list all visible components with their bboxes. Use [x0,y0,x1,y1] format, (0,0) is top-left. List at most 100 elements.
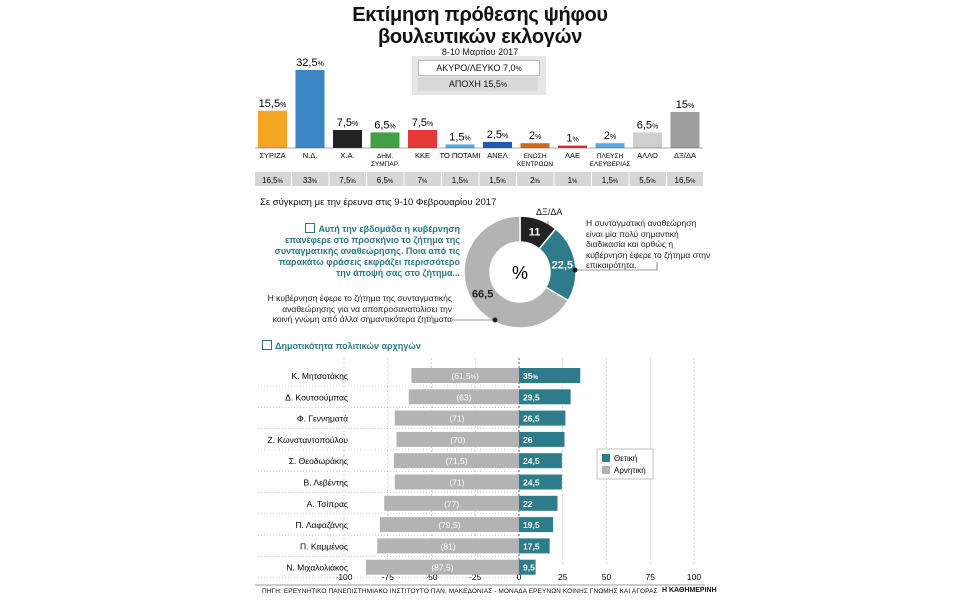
vote-bar [295,70,325,148]
previous-value-label: 1,5% [602,176,619,185]
donut-center-label: % [512,263,528,283]
negative-bar [384,495,519,511]
leader-line [575,262,658,271]
comparison-label: Σε σύγκριση με την έρευνα στις 9-10 Φεβρ… [260,197,497,208]
negative-bar [394,474,519,490]
previous-value-label: 2% [530,176,540,185]
source-note: ΠΗΓΗ: ΕΡΕΥΝΗΤΙΚΟ ΠΑΝΕΠΙΣΤΗΜΙΑΚΟ ΙΝΣΤΙΤΟΥ… [262,588,658,595]
question-text: Αυτή την εβδομάδα η κυβέρνηση επανέφερε … [262,223,460,279]
party-label: ΣΥΡΙΖΑ [259,151,285,160]
donut-value-label: 11 [529,227,541,239]
party-label: ΑΛΛΟ [637,151,658,160]
leader-name: Δ. Κουτσούμπας [285,392,348,402]
abstention-pct: % [500,82,508,89]
chart-title: Εκτίμηση πρόθεσης ψήφου βουλευτικών εκλο… [0,4,960,48]
leader-name: Α. Τσίπρας [307,499,348,509]
party-label: ΠΛΕΥΣΗ [597,153,624,160]
positive-bar [519,559,536,575]
negative-bar [393,453,519,469]
positive-bar [519,389,571,405]
negative-bar [365,559,519,575]
vote-value-label: 2,5% [487,129,509,141]
vote-value-label: 2% [529,130,541,142]
previous-value-label: 16,5% [675,176,697,185]
vote-value-label: 6,5% [374,119,396,131]
leader-name: Φ. Γεννηματά [297,414,348,424]
x-tick-label: -75 [382,572,395,582]
question-square-icon [305,223,316,233]
party-label: Χ.Α. [340,151,354,160]
invalid-blank-box: ΑΚΥΡΟ/ΛΕΥΚΟ 7,0% [418,60,540,76]
question-body: Αυτή την εβδομάδα η κυβέρνηση επανέφερε … [274,224,460,278]
positive-value-label: 26 [523,435,533,445]
donut-slice [463,215,570,329]
x-tick-label: -100 [335,572,352,582]
invalid-label: ΑΚΥΡΟ/ΛΕΥΚΟ [436,63,501,73]
x-tick-label: 75 [646,572,656,582]
previous-value-label: 33% [303,176,318,185]
positive-bar [519,410,566,426]
legend-swatch-negative [602,466,610,474]
note-positive: Η συνταγματική αναθεώρηση είναι μία πολύ… [586,218,711,270]
leader-name: Ζ. Κωνσταντοπούλου [268,435,349,445]
negative-bar [377,538,519,554]
legend-label-positive: Θετική [614,454,637,463]
previous-value-label: 1% [568,176,578,185]
vote-bar [333,130,362,148]
brand-label: Η ΚΑΘΗΜΕΡΙΝΗ [662,587,717,594]
negative-value-label: (71,5) [445,456,467,466]
legend-label-negative: Αρνητική [614,466,646,475]
party-label: ΕΝΩΣΗ [524,153,547,160]
vote-bar [370,132,400,148]
vote-bar [558,145,587,148]
vote-bar [408,130,437,148]
vote-value-label: 1% [566,133,578,145]
positive-value-label: 17,5 [523,541,540,551]
x-tick-label: 25 [558,572,568,582]
party-label: ΔΞ/ΔΑ [674,151,696,160]
leader-name: Κ. Μητσοτάκης [291,371,348,381]
leader-name: Β. Λεβέντης [303,478,348,488]
leader-name: Π. Λαφαζάνης [295,520,348,530]
vote-bar [595,143,625,148]
invalid-value: 7,0 [503,63,516,73]
negative-bar [394,410,519,426]
positive-value-label: 35% [523,371,538,381]
title-line-1: Εκτίμηση πρόθεσης ψήφου [352,4,608,26]
vote-bar [258,110,287,148]
party-label: ΔΗΜ. [377,153,393,160]
negative-value-label: (70) [450,435,465,445]
positive-bar [519,474,562,490]
positive-value-label: 19,5 [523,520,540,530]
vote-bar [520,143,550,148]
negative-bar [379,517,519,533]
negative-bar [408,389,519,405]
positive-value-label: 9,5 [523,563,535,573]
negative-value-label: (77) [444,499,459,509]
x-tick-label: 100 [687,572,701,582]
negative-bar [396,431,519,447]
vote-bar [633,132,662,148]
leader-name: Π. Καμμένος [300,541,348,551]
vote-value-label: 15% [676,99,694,111]
party-label: ΕΛΕΥΘΕΡΙΑΣ [590,161,631,168]
leader-name: Σ. Θεοδωράκης [289,456,348,466]
vote-bar [483,142,512,148]
negative-value-label: (71) [449,478,464,488]
x-tick-label: -25 [469,572,482,582]
party-label: Ν.Δ. [303,151,318,160]
donut-value-label: 22,5 [552,260,573,272]
previous-value-label: 6,5% [377,176,394,185]
chart-subtitle: 8-10 Μαρτίου 2017 [441,47,519,57]
positive-bar [519,431,565,447]
popularity-title-text: Δημοτικότητα πολιτικών αρχηγών [275,341,421,351]
pie-dkda-label: ΔΞ/ΔΑ [536,207,563,217]
positive-value-label: 24,5 [523,456,540,466]
previous-value-label: 7% [418,176,428,185]
party-label: ΚΕΝΤΡΩΩΝ [517,161,553,168]
popularity-title: Δημοτικότητα πολιτικών αρχηγών [262,340,421,351]
negative-value-label: (61,5%) [451,371,479,381]
negative-value-label: (71) [449,414,464,424]
negative-value-label: (79,5) [438,520,460,530]
